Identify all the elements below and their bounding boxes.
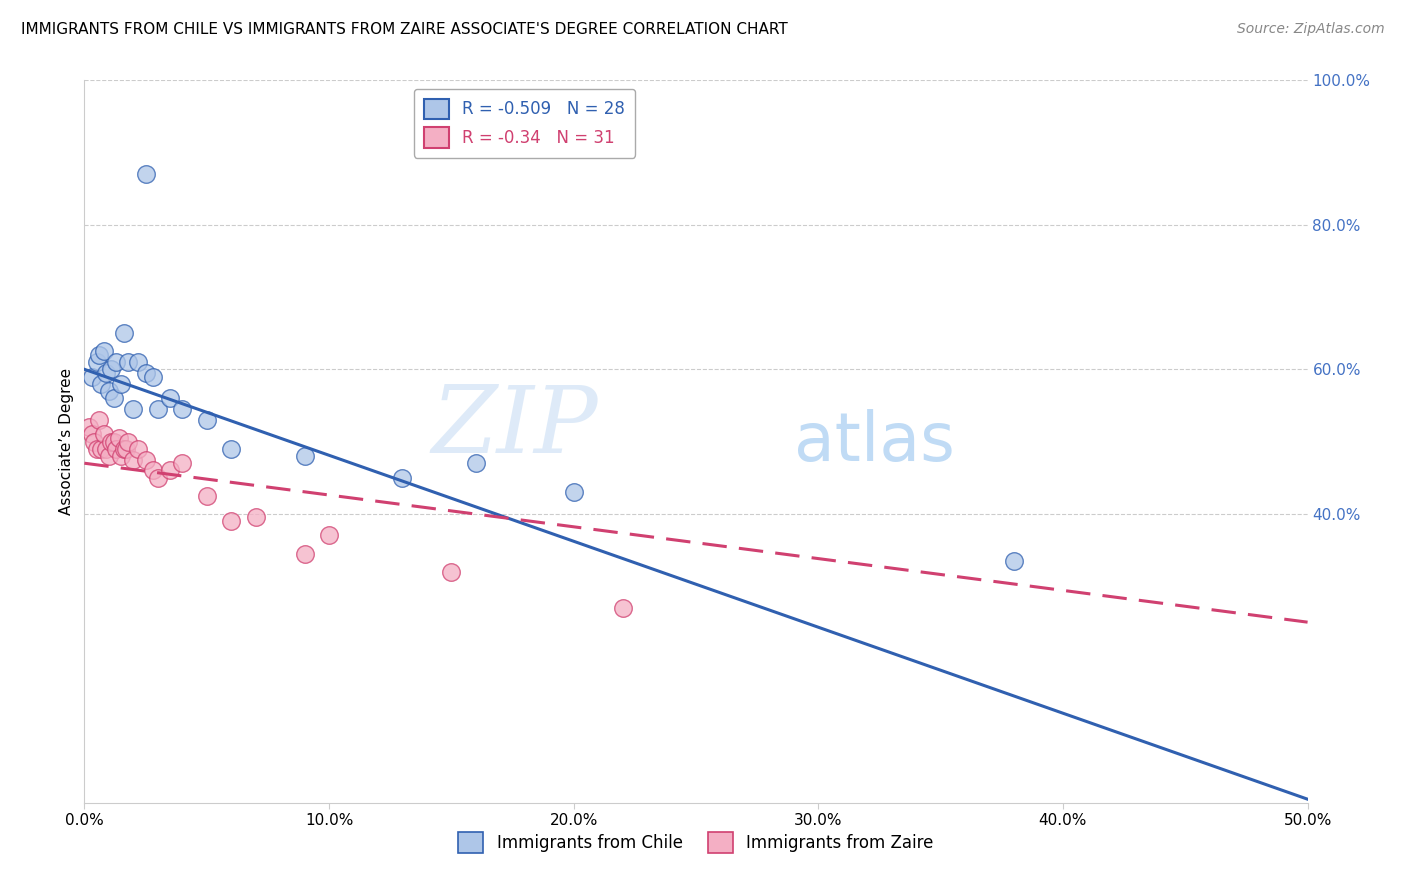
Point: [142, 463, 165, 477]
Point: [195, 489, 218, 503]
Point: [562, 485, 585, 500]
Point: [122, 452, 145, 467]
Point: [110, 449, 132, 463]
Point: [294, 449, 316, 463]
Point: [219, 514, 242, 528]
Point: [122, 402, 145, 417]
Point: [172, 456, 194, 470]
Point: [142, 369, 165, 384]
Point: [440, 565, 463, 579]
Point: [90, 376, 112, 391]
Point: [117, 434, 139, 449]
Point: [172, 402, 194, 417]
Point: [100, 362, 122, 376]
Text: ZIP: ZIP: [432, 382, 598, 472]
Point: [93, 344, 115, 359]
Point: [464, 456, 486, 470]
Point: [87, 348, 110, 362]
Point: [83, 434, 105, 449]
Point: [127, 355, 149, 369]
Point: [112, 442, 135, 456]
Point: [80, 427, 103, 442]
Point: [135, 452, 157, 467]
Point: [146, 470, 169, 484]
Point: [115, 442, 138, 456]
Point: [146, 402, 169, 417]
Point: [80, 369, 103, 384]
Point: [105, 442, 128, 456]
Point: [112, 326, 135, 340]
Text: IMMIGRANTS FROM CHILE VS IMMIGRANTS FROM ZAIRE ASSOCIATE'S DEGREE CORRELATION CH: IMMIGRANTS FROM CHILE VS IMMIGRANTS FROM…: [21, 22, 787, 37]
Point: [159, 463, 181, 477]
Point: [97, 449, 120, 463]
Point: [90, 442, 112, 456]
Point: [612, 600, 634, 615]
Point: [245, 510, 267, 524]
Point: [86, 442, 108, 456]
Point: [87, 413, 110, 427]
Point: [103, 391, 125, 405]
Point: [1002, 554, 1025, 568]
Point: [391, 470, 413, 484]
Point: [195, 413, 218, 427]
Text: Source: ZipAtlas.com: Source: ZipAtlas.com: [1237, 22, 1385, 37]
Point: [86, 355, 108, 369]
Point: [117, 355, 139, 369]
Point: [96, 442, 118, 456]
Point: [107, 431, 129, 445]
Point: [127, 442, 149, 456]
Point: [294, 547, 316, 561]
Point: [77, 420, 100, 434]
Point: [318, 528, 340, 542]
Point: [93, 427, 115, 442]
Point: [219, 442, 242, 456]
Y-axis label: Associate’s Degree: Associate’s Degree: [59, 368, 75, 515]
Point: [100, 434, 122, 449]
Point: [135, 167, 157, 181]
Point: [159, 391, 181, 405]
Point: [103, 434, 125, 449]
Point: [105, 355, 128, 369]
Legend: Immigrants from Chile, Immigrants from Zaire: Immigrants from Chile, Immigrants from Z…: [451, 826, 941, 860]
Point: [110, 376, 132, 391]
Point: [96, 366, 118, 380]
Text: atlas: atlas: [794, 409, 955, 475]
Point: [97, 384, 120, 398]
Point: [135, 366, 157, 380]
